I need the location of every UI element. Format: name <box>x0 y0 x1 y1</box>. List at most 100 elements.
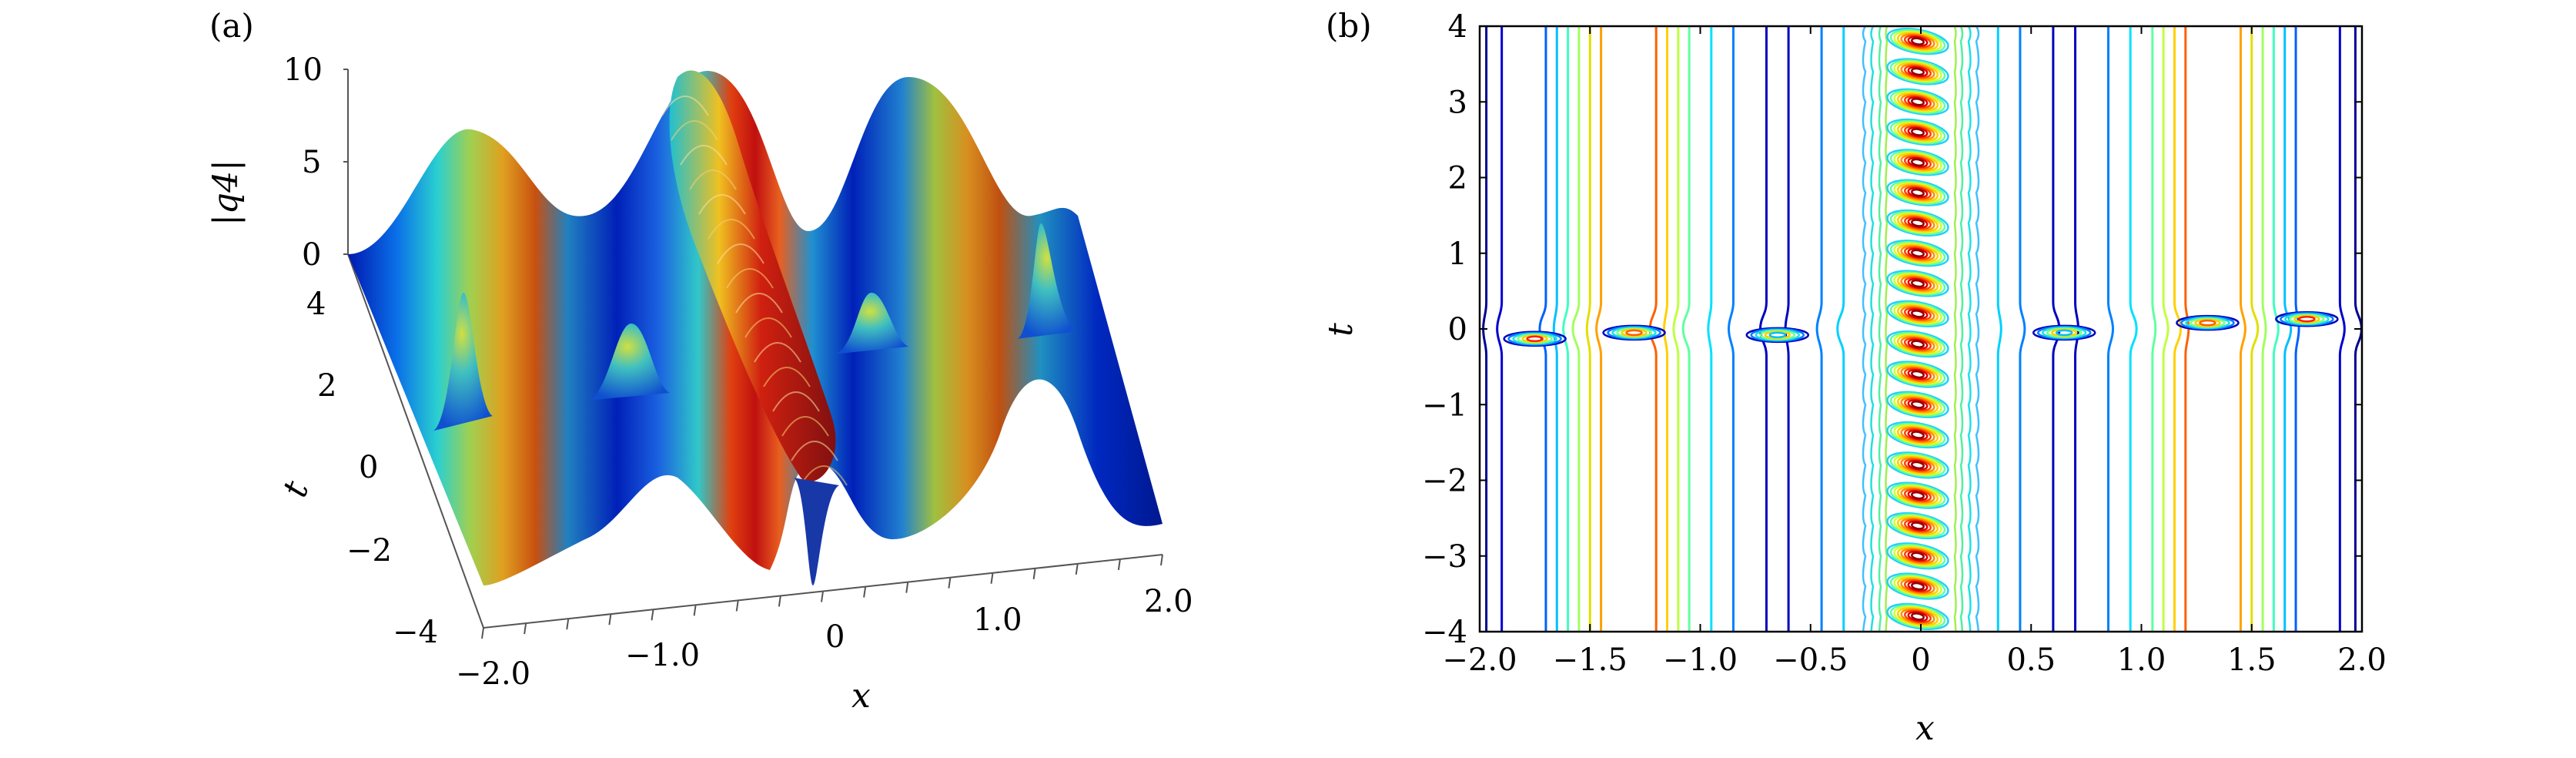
contour-line-vertical <box>1538 26 1547 632</box>
breather-contour-ring <box>1900 154 1935 171</box>
contour-line-breather <box>1959 26 1964 632</box>
x-tick-label: −1.0 <box>1663 642 1738 678</box>
localized-spot-contour <box>2055 329 2073 337</box>
contour-line-vertical <box>1552 26 1558 632</box>
breather-contour-ring <box>1903 186 1932 200</box>
z-tick-label: 0 <box>302 237 321 273</box>
breather-contour-ring <box>1911 279 1925 288</box>
contour-line-breather <box>1975 26 1980 632</box>
breather-contour-ring <box>1911 431 1925 439</box>
breather-contour-ring <box>1911 522 1925 530</box>
breather-contour-ring <box>1889 119 1946 145</box>
breather-contour-ring <box>1903 458 1932 472</box>
breather-contour-ring <box>1893 424 1942 446</box>
breather-rib <box>680 145 728 166</box>
breather-contour-ring <box>1903 609 1932 624</box>
breather-contour-ring <box>1889 543 1946 568</box>
breather-rib <box>744 317 792 338</box>
breather-contour-ring <box>1896 153 1939 173</box>
breather-contour-ring <box>1900 245 1935 262</box>
breather-contour-ring <box>1903 397 1932 411</box>
breather-contour-ring <box>1886 391 1949 418</box>
breather-contour-ring <box>1893 60 1942 82</box>
breather-contour-ring <box>1893 333 1942 355</box>
t-tick-label: −4 <box>393 615 438 650</box>
breather-contour-ring <box>1886 542 1949 570</box>
breather-ribs <box>661 96 848 486</box>
breather-contour-ring <box>1903 216 1932 230</box>
contour-line-vertical <box>1496 26 1504 632</box>
contour-line-breather <box>1878 26 1882 632</box>
y-tick-label: −1 <box>1422 387 1467 423</box>
breather-contour-ring <box>1893 575 1942 598</box>
y-tick-label: −3 <box>1422 539 1467 575</box>
breather-contour-ring <box>1896 425 1939 444</box>
breather-contour-ring <box>1893 151 1942 173</box>
breather-contour-ring <box>1886 209 1949 237</box>
contour-line-vertical <box>2250 26 2260 632</box>
breather-contour-ring <box>1900 124 1935 141</box>
y-tick-label: 4 <box>1448 9 1467 45</box>
breather-contour-ring <box>1900 427 1935 444</box>
contour-line-vertical <box>2173 26 2182 632</box>
x-tick-mark <box>481 627 484 639</box>
breather-contour-ring <box>1900 184 1935 201</box>
breather-contour-ring <box>1893 91 1942 113</box>
contour-line-vertical <box>1672 26 1680 632</box>
breather-contour-ring <box>1886 179 1949 206</box>
x-tick-mark <box>693 605 697 616</box>
breather-contour-ring <box>1893 303 1942 325</box>
t-axis-title: t <box>275 476 316 502</box>
breather-contour-ring <box>1907 247 1929 259</box>
x-tick-mark <box>1032 568 1036 579</box>
breather-contour-ring <box>1893 30 1942 52</box>
breather-contour-ring <box>1893 454 1942 476</box>
x-tick-mark <box>905 582 909 593</box>
breather-contour-ring <box>1907 35 1929 47</box>
breather-contour-ring <box>1911 461 1925 470</box>
breather-contour-ring <box>1900 93 1935 110</box>
breather-contour-ring <box>1889 89 1946 115</box>
panel-a-surface-plot: (a) 10 5 0 |q4| 4 2 0 −2 −4 t −2.0 −1.0 … <box>0 0 1263 758</box>
breather-contour-ring <box>1911 67 1925 76</box>
breather-contour-ring <box>1896 394 1939 414</box>
breather-contour-ring <box>1903 277 1932 290</box>
breather-contour-ring <box>1889 271 1946 296</box>
breather-contour-ring <box>1900 63 1935 80</box>
breather-contour-ring <box>1907 96 1929 108</box>
breather-contour-ring <box>1896 607 1939 626</box>
breather-contour-ring <box>1886 330 1949 358</box>
breather-contour-ring <box>1886 602 1949 630</box>
breather-rib <box>791 441 838 461</box>
breather-rib <box>661 96 709 116</box>
breather-contour-ring <box>1907 217 1929 229</box>
breather-contour-ring <box>1896 304 1939 324</box>
breather-contour-ring <box>1903 337 1932 351</box>
contour-lines <box>1482 26 2362 632</box>
breather-rib <box>726 268 774 289</box>
x-tick-mark <box>863 586 867 598</box>
breather-contour-ring <box>1903 518 1932 533</box>
breather-contour-ring <box>1886 361 1949 388</box>
breather-contour-ring <box>1896 364 1939 384</box>
t-axis-title: t <box>1321 323 1360 337</box>
breather-contour-ring <box>1886 28 1949 55</box>
x-tick-mark <box>821 591 824 602</box>
breather-contour-ring <box>1896 122 1939 142</box>
breather-contour-ring <box>1896 32 1939 51</box>
breather-contour-ring <box>1907 399 1929 411</box>
x-tick-mark <box>608 614 612 626</box>
breather-rib <box>717 243 764 264</box>
breather-contour-ring <box>1896 485 1939 505</box>
breather-contour-ring <box>1903 247 1932 260</box>
breather-contour-ring <box>1889 331 1946 357</box>
contour-line-vertical <box>2162 26 2170 632</box>
breather-rib <box>698 194 746 215</box>
breather-contour-ring <box>1896 516 1939 535</box>
t-tick-label: 4 <box>306 287 326 322</box>
contour-line-vertical <box>2129 26 2138 632</box>
breather-contour-ring <box>1907 368 1929 380</box>
contour-line-vertical <box>2261 26 2267 632</box>
breather-contour-ring <box>1889 392 1946 418</box>
x-tick-label: 1.5 <box>2227 642 2277 678</box>
